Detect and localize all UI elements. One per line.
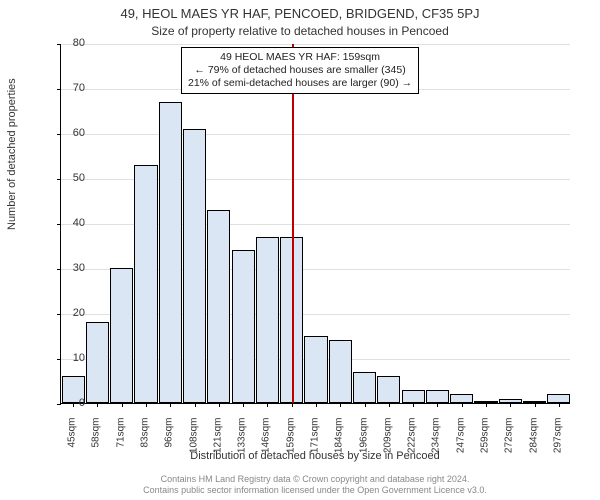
x-tick-label: 234sqm xyxy=(431,418,442,468)
chart-title-2: Size of property relative to detached ho… xyxy=(0,24,600,38)
y-tick-label: 30 xyxy=(55,262,85,274)
bar xyxy=(110,268,133,403)
x-tick-label: 259sqm xyxy=(480,418,491,468)
bar xyxy=(183,129,206,404)
x-tick-label: 121sqm xyxy=(212,418,223,468)
plot-area: 49 HEOL MAES YR HAF: 159sqm← 79% of deta… xyxy=(60,44,570,404)
x-tick-label: 184sqm xyxy=(334,418,345,468)
chart-container: 49, HEOL MAES YR HAF, PENCOED, BRIDGEND,… xyxy=(0,0,600,500)
attribution: Contains HM Land Registry data © Crown c… xyxy=(60,474,570,496)
bar xyxy=(547,394,570,403)
x-tick-label: 45sqm xyxy=(67,418,78,468)
x-tick-label: 108sqm xyxy=(188,418,199,468)
bar xyxy=(256,237,279,404)
bar xyxy=(134,165,157,404)
annotation-line: 49 HEOL MAES YR HAF: 159sqm xyxy=(188,51,412,64)
x-tick-label: 71sqm xyxy=(115,418,126,468)
y-tick-label: 0 xyxy=(55,397,85,409)
y-tick-label: 50 xyxy=(55,172,85,184)
attribution-line-1: Contains HM Land Registry data © Crown c… xyxy=(161,474,470,484)
attribution-line-2: Contains public sector information licen… xyxy=(143,485,487,495)
bar xyxy=(304,336,327,404)
x-tick-label: 133sqm xyxy=(237,418,248,468)
x-tick-label: 83sqm xyxy=(140,418,151,468)
x-tick-label: 96sqm xyxy=(164,418,175,468)
y-tick-label: 10 xyxy=(55,352,85,364)
x-tick-label: 171sqm xyxy=(310,418,321,468)
bar xyxy=(232,250,255,403)
x-tick-label: 159sqm xyxy=(285,418,296,468)
x-tick-label: 297sqm xyxy=(552,418,563,468)
chart-title-1: 49, HEOL MAES YR HAF, PENCOED, BRIDGEND,… xyxy=(0,6,600,21)
annotation-line: 21% of semi-detached houses are larger (… xyxy=(188,77,412,90)
bar xyxy=(450,394,473,403)
x-tick-label: 146sqm xyxy=(261,418,272,468)
x-tick-label: 58sqm xyxy=(91,418,102,468)
bar xyxy=(426,390,449,404)
bar xyxy=(353,372,376,404)
bar xyxy=(159,102,182,404)
y-axis-title: Number of detached properties xyxy=(6,78,18,230)
gridline xyxy=(61,44,570,45)
x-tick-label: 272sqm xyxy=(504,418,515,468)
y-tick-label: 70 xyxy=(55,82,85,94)
bar xyxy=(207,210,230,404)
x-tick-label: 196sqm xyxy=(358,418,369,468)
reference-line xyxy=(292,44,294,403)
bar xyxy=(377,376,400,403)
annotation-box: 49 HEOL MAES YR HAF: 159sqm← 79% of deta… xyxy=(181,47,419,94)
x-tick-label: 284sqm xyxy=(528,418,539,468)
y-tick-label: 20 xyxy=(55,307,85,319)
y-tick-label: 60 xyxy=(55,127,85,139)
y-tick-label: 40 xyxy=(55,217,85,229)
gridline xyxy=(61,134,570,135)
bar xyxy=(402,390,425,404)
y-tick-label: 80 xyxy=(55,37,85,49)
x-tick-label: 247sqm xyxy=(455,418,466,468)
bar xyxy=(329,340,352,403)
bar xyxy=(86,322,109,403)
x-tick-label: 209sqm xyxy=(382,418,393,468)
x-tick-label: 222sqm xyxy=(407,418,418,468)
annotation-line: ← 79% of detached houses are smaller (34… xyxy=(188,64,412,77)
